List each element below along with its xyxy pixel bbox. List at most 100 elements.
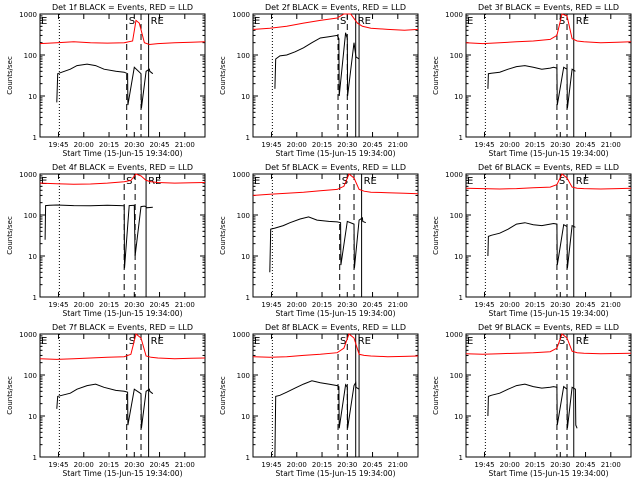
y-axis-title: Counts/sec	[219, 216, 227, 255]
panel-title: Det 3f BLACK = Events, RED = LLD	[478, 3, 619, 12]
y-tick-label: 10	[454, 413, 463, 421]
y-tick-label: 1	[246, 134, 250, 142]
events-series-line	[274, 380, 360, 458]
plot-frame	[465, 13, 632, 138]
x-tick-label: 21:00	[601, 301, 621, 309]
y-tick-label: 10	[241, 253, 250, 261]
x-tick-label: 20:15	[312, 301, 332, 309]
x-tick-label: 21:00	[175, 461, 195, 469]
x-tick-label: 19:45	[474, 461, 494, 469]
x-tick-label: 20:30	[337, 301, 357, 309]
panel-det-4: Det 4f BLACK = Events, RED = LLD Counts/s…	[6, 163, 206, 318]
y-tick-label: 10	[454, 93, 463, 101]
flag-re: RE	[358, 16, 371, 27]
x-tick-label: 20:00	[74, 141, 94, 149]
plot-frame	[39, 13, 206, 138]
y-tick-label: 100	[237, 52, 250, 60]
x-tick-label: 19:45	[474, 301, 494, 309]
y-tick-label: 1000	[232, 331, 250, 339]
flag-e: E	[41, 176, 47, 187]
plot-frame	[39, 173, 206, 298]
panel-title: Det 4f BLACK = Events, RED = LLD	[52, 163, 193, 172]
panel-title: Det 2f BLACK = Events, RED = LLD	[265, 3, 406, 12]
x-tick-label: 20:45	[575, 461, 595, 469]
lld-series-line	[39, 333, 206, 360]
flag-e: E	[467, 176, 473, 187]
flag-s: S	[559, 176, 565, 187]
panel-det-8: Det 8f BLACK = Events, RED = LLD Counts/s…	[219, 323, 419, 478]
x-tick-label: 20:45	[575, 141, 595, 149]
x-tick-label: 20:15	[99, 461, 119, 469]
x-tick-label: 20:30	[124, 141, 144, 149]
x-tick-label: 20:45	[149, 301, 169, 309]
panel-title: Det 8f BLACK = Events, RED = LLD	[265, 323, 406, 332]
events-series-line	[487, 383, 578, 429]
y-tick-label: 10	[241, 93, 250, 101]
x-tick-label: 21:00	[388, 301, 408, 309]
x-tick-label: 21:00	[175, 301, 195, 309]
x-tick-label: 21:00	[175, 141, 195, 149]
flag-s: S	[342, 176, 348, 187]
flag-e: E	[254, 336, 260, 347]
x-tick-label: 20:15	[525, 301, 545, 309]
panel-title: Det 7f BLACK = Events, RED = LLD	[52, 323, 193, 332]
flag-e: E	[254, 176, 260, 187]
x-tick-label: 19:45	[261, 301, 281, 309]
y-tick-label: 100	[24, 372, 37, 380]
x-tick-label: 20:30	[124, 301, 144, 309]
x-tick-label: 20:15	[525, 141, 545, 149]
x-tick-label: 19:45	[261, 141, 281, 149]
flag-re: RE	[151, 16, 164, 27]
flag-re: RE	[576, 336, 589, 347]
panel-title: Det 5f BLACK = Events, RED = LLD	[265, 163, 406, 172]
y-tick-label: 1	[33, 454, 37, 462]
x-tick-label: 20:30	[337, 461, 357, 469]
flag-re: RE	[358, 336, 371, 347]
y-axis-title: Counts/sec	[432, 56, 440, 95]
x-tick-label: 20:15	[99, 301, 119, 309]
x-tick-label: 20:00	[74, 461, 94, 469]
events-series-line	[269, 216, 366, 273]
x-axis-title: Start Time (15-Jun-15 19:34:00)	[276, 309, 396, 318]
x-axis-title: Start Time (15-Jun-15 19:34:00)	[276, 469, 396, 478]
flag-re: RE	[576, 16, 589, 27]
y-tick-label: 10	[28, 253, 37, 261]
flag-s: S	[129, 16, 135, 27]
flag-s: S	[559, 336, 565, 347]
flag-e: E	[41, 16, 47, 27]
y-tick-label: 10	[241, 413, 250, 421]
x-tick-label: 20:00	[500, 461, 520, 469]
lld-series-line	[39, 173, 206, 185]
x-tick-label: 20:00	[287, 141, 307, 149]
events-series-line	[56, 63, 154, 109]
flag-re: RE	[364, 176, 377, 187]
y-tick-label: 100	[450, 372, 463, 380]
x-tick-label: 20:45	[362, 461, 382, 469]
y-axis-title: Counts/sec	[432, 376, 440, 415]
x-tick-label: 21:00	[601, 461, 621, 469]
x-axis-title: Start Time (15-Jun-15 19:34:00)	[63, 309, 183, 318]
y-tick-label: 1	[246, 454, 250, 462]
x-tick-label: 20:45	[362, 141, 382, 149]
x-tick-label: 20:00	[287, 301, 307, 309]
y-tick-label: 100	[24, 212, 37, 220]
y-tick-label: 1000	[445, 171, 463, 179]
x-tick-label: 20:15	[312, 141, 332, 149]
panel-title: Det 1f BLACK = Events, RED = LLD	[52, 3, 193, 12]
lld-series-line	[252, 13, 419, 31]
y-tick-label: 100	[24, 52, 37, 60]
x-tick-label: 21:00	[388, 141, 408, 149]
flag-e: E	[41, 336, 47, 347]
y-tick-label: 1	[33, 134, 37, 142]
lld-series-line	[465, 13, 632, 45]
lld-series-line	[39, 19, 206, 46]
plot-frame	[252, 173, 419, 298]
x-axis-title: Start Time (15-Jun-15 19:34:00)	[63, 469, 183, 478]
x-tick-label: 20:15	[312, 461, 332, 469]
y-tick-label: 1	[459, 454, 463, 462]
panel-det-3: Det 3f BLACK = Events, RED = LLD Counts/s…	[432, 3, 632, 158]
x-tick-label: 19:45	[261, 461, 281, 469]
x-tick-label: 20:00	[500, 301, 520, 309]
x-tick-label: 20:00	[500, 141, 520, 149]
